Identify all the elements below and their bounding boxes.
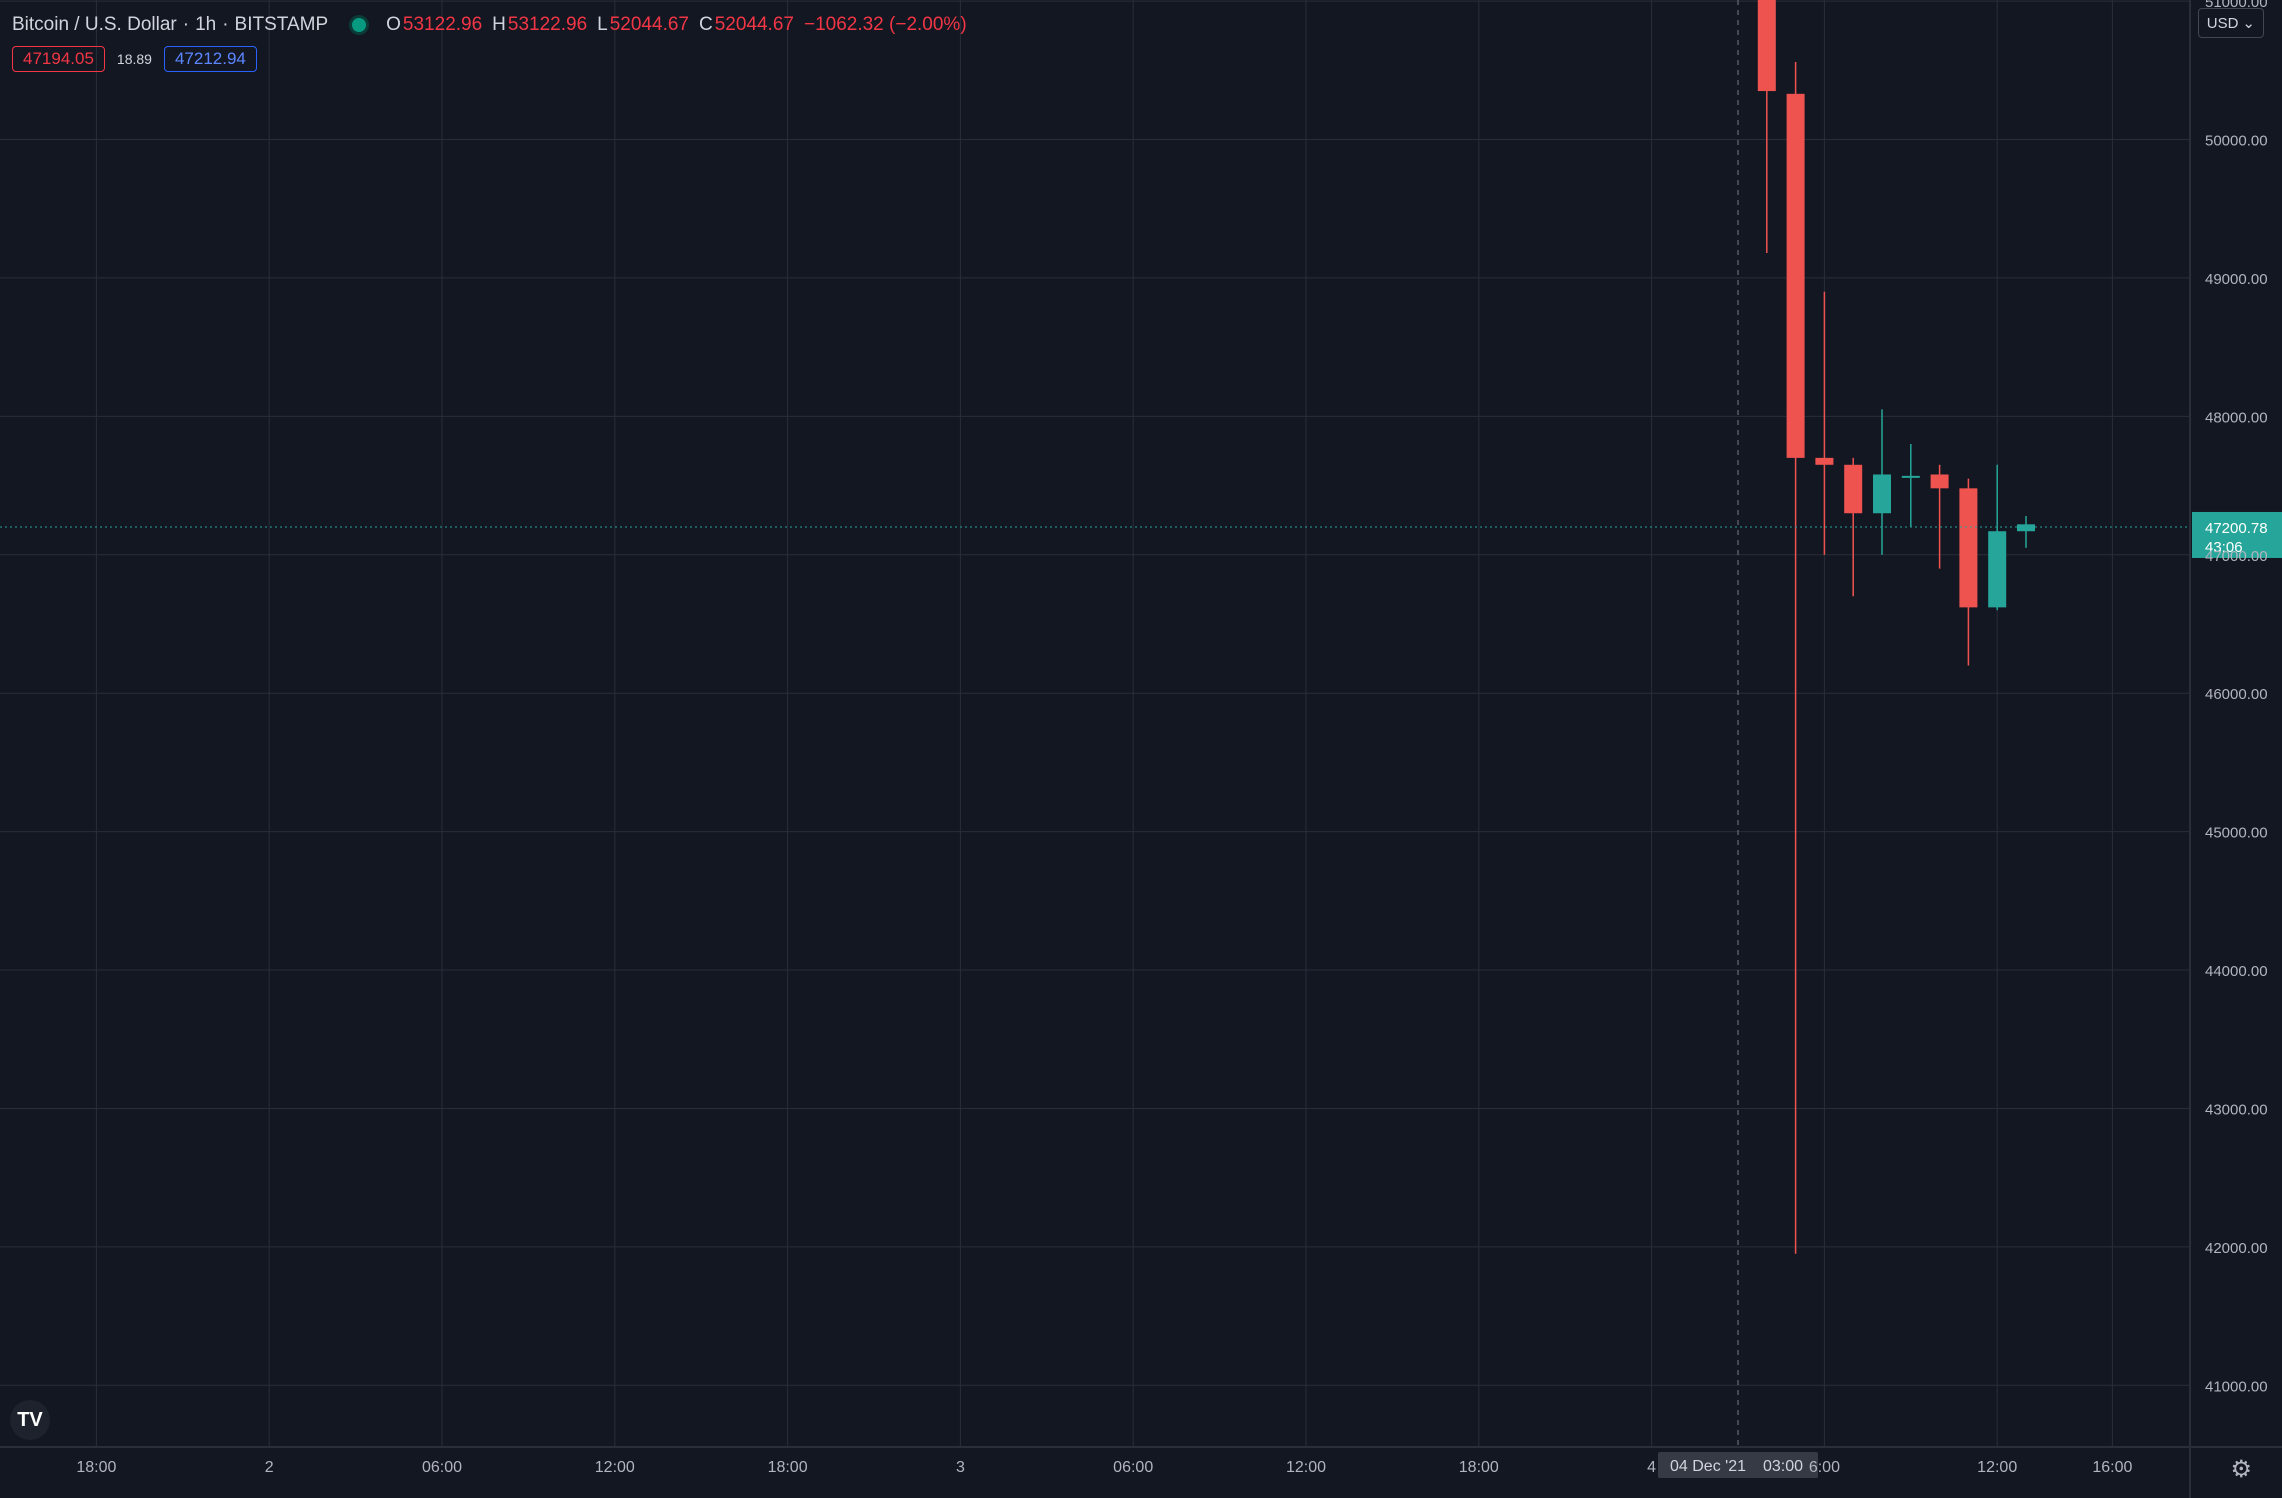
candle-body [1873,474,1891,514]
candlestick-series [1757,0,2035,1254]
interval-label[interactable]: 1h [195,14,217,35]
sell-button[interactable]: 47194.05 [12,46,105,72]
chevron-down-icon: ⌄ [2242,15,2255,32]
candle [1873,409,1891,555]
candle-body [1815,457,1834,465]
candle [1815,291,1834,555]
price-tick-label: 48000.00 [2205,409,2268,426]
last-price-label-box [2192,511,2282,558]
time-tick-label: 06:00 [1113,1459,1153,1476]
market-status-icon [352,18,367,32]
crosshair-time-label-box [1658,1452,1818,1478]
bid-ask-panel: 47194.05 18.89 47212.94 [12,45,257,73]
symbol-name[interactable]: Bitcoin / U.S. Dollar [12,14,177,35]
time-tick-label: 18:00 [1459,1459,1499,1476]
price-axis: 41000.00 42000.00 43000.00 44000.00 45000.00… [2205,0,2268,1395]
crosshair-time-label-hour: 03:00 [1763,1458,1803,1475]
candle [1757,0,1776,254]
price-tick-label: 42000.00 [2205,1240,2268,1257]
candle [2017,516,2035,548]
candle [1786,61,1805,1254]
candle-body [1844,464,1863,514]
candle [1844,457,1863,597]
time-tick-label: 4 [1647,1459,1656,1476]
crosshair-time-label: 04 Dec '21 [1670,1458,1746,1475]
buy-button[interactable]: 47212.94 [163,46,257,72]
spread-value: 18.89 [116,51,152,67]
ohlc-low-label: L [597,14,608,35]
time-tick-label: 12:00 [1286,1459,1326,1476]
last-price-countdown: 43:06 [2205,539,2243,556]
ohlc-open-label: O [386,14,401,35]
candle [1901,444,1920,528]
time-tick-label: 6:00 [1809,1459,1840,1476]
price-tick-label: 43000.00 [2205,1101,2268,1118]
symbol-header: Bitcoin / U.S. Dollar · 1h · BITSTAMP O … [12,14,967,35]
time-tick-label: 12:00 [1977,1459,2017,1476]
candle [1959,478,1978,666]
tradingview-logo-icon[interactable]: TV [10,1400,50,1440]
price-tick-label: 51000.00 [2205,0,2268,11]
price-tick-label: 49000.00 [2205,271,2268,288]
ohlc-close-value: 52044.67 [714,14,794,35]
ohlc-high-value: 53122.96 [507,14,588,35]
time-tick-label: 18:00 [76,1459,116,1476]
time-tick-label: 2 [265,1459,274,1476]
ohlc-close-label: C [698,14,713,35]
price-tick-label: 47000.00 [2205,548,2268,565]
candle [1988,464,2007,611]
candle-body [2017,524,2035,532]
price-tick-label: 50000.00 [2205,133,2268,150]
time-axis: 18:00 2 06:00 12:00 18:00 3 06:00 12:00 18:00 4 6:… [76,1459,2132,1476]
time-tick-label: 12:00 [595,1459,635,1476]
candle-body [1786,93,1805,458]
currency-button[interactable]: USD ⌄ [2197,8,2264,38]
candle-body [1757,0,1776,92]
exchange-label: BITSTAMP [234,14,329,35]
time-tick-label: 3 [956,1459,965,1476]
time-tick-label: 18:00 [768,1459,808,1476]
price-tick-label: 44000.00 [2205,963,2268,980]
candle-body [1930,474,1949,489]
time-tick-label: 16:00 [2092,1459,2132,1476]
price-tick-label: 46000.00 [2205,686,2268,703]
candle-body [1959,488,1978,608]
candle-body [1988,531,2007,608]
time-tick-label: 06:00 [422,1459,462,1476]
candle [1930,464,1949,569]
price-tick-label: 45000.00 [2205,825,2268,842]
settings-gear-icon[interactable]: ⚙ [2230,1456,2252,1483]
last-price-value: 47200.78 [2205,520,2268,537]
price-tick-label: 41000.00 [2205,1378,2268,1395]
price-change: −1062.32 (−2.00%) [803,14,967,35]
currency-label: USD [2206,14,2239,32]
ohlc-open-value: 53122.96 [402,14,483,35]
candle-body [1901,475,1920,478]
ohlc-low-value: 52044.67 [609,14,689,35]
ohlc-high-label: H [492,14,506,35]
